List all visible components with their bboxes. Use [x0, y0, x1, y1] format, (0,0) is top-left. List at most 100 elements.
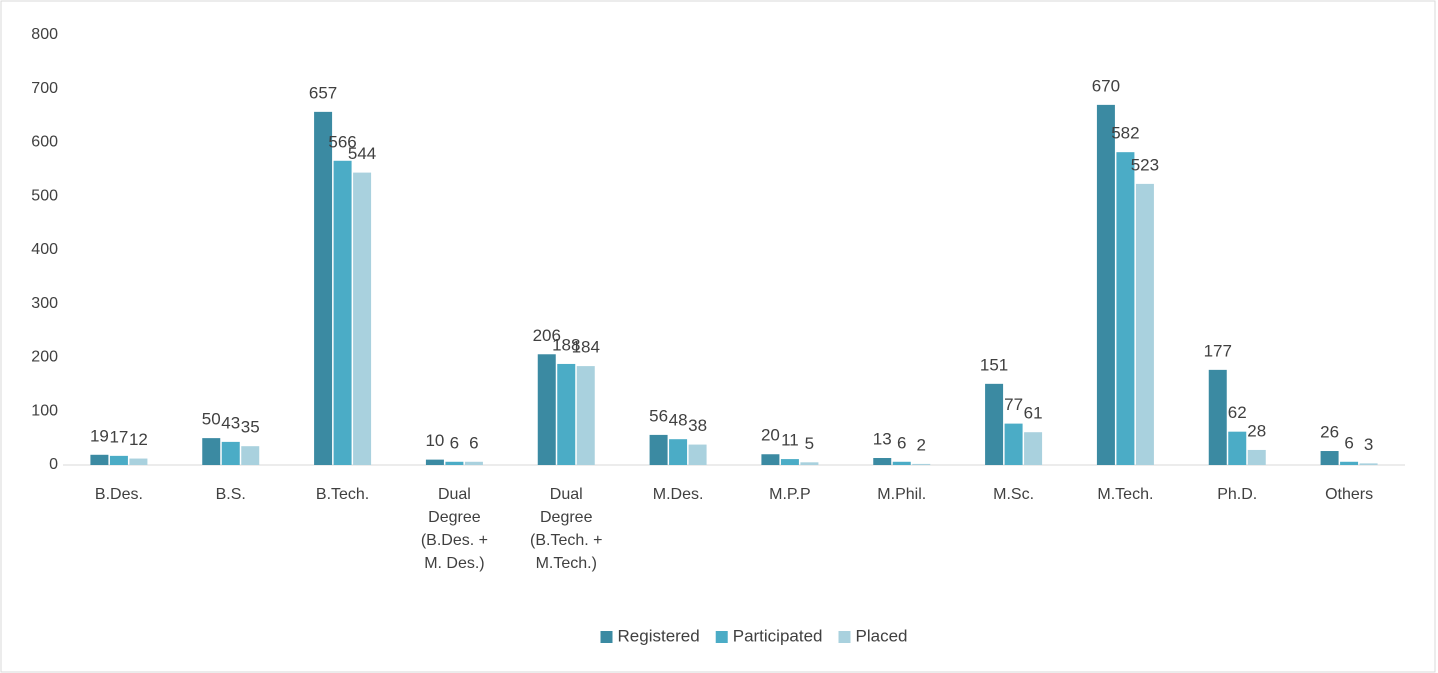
x-tick-label: B.Tech. — [316, 486, 369, 503]
bar — [873, 458, 892, 465]
bar — [688, 444, 707, 465]
x-tick-label-line: B.Des. — [95, 486, 143, 503]
x-tick-label-line: M. Des.) — [424, 555, 484, 572]
legend-swatch — [715, 631, 728, 643]
bar — [1247, 449, 1266, 465]
bar — [1096, 104, 1115, 465]
bar — [1208, 369, 1227, 465]
x-tick-label-line: Dual — [550, 486, 583, 503]
bar — [576, 366, 595, 465]
bar — [892, 461, 911, 465]
x-tick-label-line: M.Tech. — [1097, 486, 1153, 503]
bar — [1135, 183, 1154, 465]
x-tick-label-line: Dual — [438, 486, 471, 503]
data-label: 56 — [649, 406, 668, 425]
x-tick-label-line: B.Tech. — [316, 486, 369, 503]
data-label: 523 — [1131, 155, 1159, 174]
data-label: 670 — [1092, 76, 1120, 95]
x-tick-label: Ph.D. — [1217, 486, 1257, 503]
data-label: 43 — [221, 413, 240, 432]
x-tick-label: M.Des. — [653, 486, 704, 503]
bar — [761, 454, 780, 465]
data-label: 6 — [897, 433, 906, 452]
y-tick-label: 100 — [31, 402, 58, 419]
bar — [129, 458, 148, 465]
x-tick-label-line: M.Phil. — [877, 486, 926, 503]
data-label: 50 — [202, 410, 221, 429]
y-tick-label: 200 — [31, 349, 58, 366]
x-tick-label-line: Degree — [428, 509, 481, 526]
y-tick-label: 300 — [31, 295, 58, 312]
x-tick-label-line: (B.Tech. + — [530, 532, 602, 549]
bar — [1116, 152, 1135, 466]
x-tick-label: M.Tech. — [1097, 486, 1153, 503]
x-tick-label-line: Others — [1325, 486, 1373, 503]
data-label: 13 — [873, 429, 892, 448]
x-tick-label: B.Des. — [95, 486, 143, 503]
legend-swatch — [838, 631, 851, 643]
x-tick-label: M.P.P — [769, 486, 811, 503]
x-tick-label: B.S. — [216, 486, 246, 503]
x-tick-label-line: M.Des. — [653, 486, 704, 503]
bar — [669, 439, 688, 465]
data-label: 48 — [669, 411, 688, 430]
y-tick-label: 0 — [49, 456, 58, 473]
x-tick-label-line: (B.Des. + — [421, 532, 488, 549]
data-label: 38 — [688, 416, 707, 435]
bar — [557, 363, 576, 465]
data-label: 177 — [1204, 341, 1232, 360]
legend-swatch — [600, 631, 613, 643]
bar — [109, 455, 128, 465]
data-label: 6 — [450, 433, 459, 452]
bar — [1320, 451, 1339, 465]
data-label: 657 — [309, 83, 337, 102]
data-label: 11 — [781, 431, 799, 450]
bar — [800, 462, 819, 465]
x-tick-label: M.Sc. — [993, 486, 1034, 503]
data-label: 61 — [1024, 404, 1043, 423]
data-label: 544 — [348, 144, 376, 163]
bar — [912, 463, 931, 465]
bar — [353, 172, 372, 465]
bar — [333, 160, 352, 465]
legend-label: Placed — [856, 626, 908, 645]
bar — [1228, 431, 1247, 465]
data-label: 62 — [1228, 403, 1247, 422]
data-label: 17 — [109, 427, 128, 446]
x-tick-label-line: Ph.D. — [1217, 486, 1257, 503]
legend-label: Registered — [618, 626, 700, 645]
x-tick-label-line: M.Sc. — [993, 486, 1034, 503]
legend-label: Participated — [733, 626, 823, 645]
legend: Registered Participated Placed — [600, 626, 908, 645]
bar — [425, 459, 444, 465]
x-tick-label: M.Phil. — [877, 486, 926, 503]
bar — [1340, 461, 1359, 465]
data-label: 206 — [533, 326, 561, 345]
bar — [649, 434, 668, 465]
bar — [1024, 432, 1043, 465]
bar — [221, 441, 240, 465]
data-label: 12 — [129, 430, 148, 449]
bar — [780, 459, 799, 465]
bar — [241, 446, 260, 465]
y-tick-label: 600 — [31, 134, 58, 151]
data-label: 184 — [572, 338, 600, 357]
bar — [464, 461, 483, 465]
data-label: 3 — [1364, 435, 1373, 454]
data-label: 19 — [90, 426, 109, 445]
y-tick-label: 500 — [31, 187, 58, 204]
y-tick-label: 800 — [31, 26, 58, 43]
data-label: 582 — [1111, 124, 1139, 143]
x-tick-label: Dual Degree (B.Tech. + M.Tech.) — [530, 486, 602, 572]
x-tick-label-line: B.S. — [216, 486, 246, 503]
data-label: 28 — [1247, 421, 1266, 440]
x-tick-label: Others — [1325, 486, 1373, 503]
bar — [985, 383, 1004, 465]
data-label: 566 — [328, 132, 356, 151]
y-tick-label: 400 — [31, 241, 58, 258]
y-tick-label: 700 — [31, 80, 58, 97]
data-label: 188 — [552, 335, 580, 354]
bar — [1359, 463, 1378, 465]
data-label: 6 — [469, 433, 478, 452]
